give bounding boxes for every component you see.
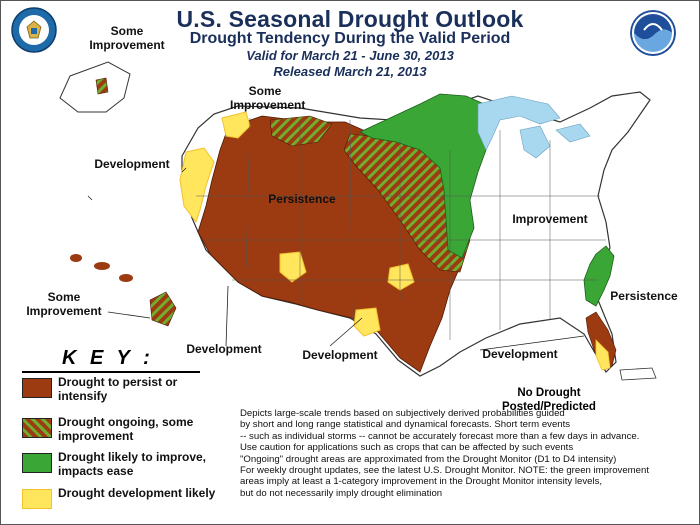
improve-region-southeast — [583, 245, 615, 307]
key-swatch-develop — [22, 489, 52, 509]
develop-region-texas — [387, 263, 415, 291]
label-improvement-east: Improvement — [512, 212, 588, 226]
key-swatch-improve — [22, 453, 52, 473]
develop-region-arizona — [279, 251, 307, 283]
release-date: Released March 21, 2013 — [273, 64, 427, 79]
label-texas: Development — [302, 348, 378, 362]
note-line: -- such as individual storms -- cannot b… — [240, 430, 640, 442]
label-gulf: Development — [482, 347, 558, 361]
alaska-outline — [59, 61, 131, 113]
alaska-hatch — [95, 77, 109, 95]
puerto-rico — [619, 367, 657, 381]
great-lakes — [477, 95, 591, 159]
state-boundaries — [196, 117, 606, 340]
label-west-coast: Development — [94, 157, 170, 171]
key-label-ongoing: Drought ongoing, some improvement — [58, 415, 194, 443]
note-line: Depicts large-scale trends based on subj… — [240, 408, 565, 419]
map-subtitle: Drought Tendency During the Valid Period — [189, 30, 511, 47]
map-title: U.S. Seasonal Drought Outlook — [176, 6, 524, 32]
label-northwest: Some Improvement — [230, 84, 306, 112]
label-persistence-southeast: Persistence — [610, 289, 678, 303]
key-label-develop: Drought development likely — [58, 486, 216, 500]
valid-period: Valid for March 21 - June 30, 2013 — [246, 48, 454, 63]
develop-region-westcoast — [179, 147, 215, 224]
notes-block: Depicts large-scale trends based on subj… — [240, 408, 680, 499]
develop-region-northwest — [221, 111, 251, 139]
label-southwest: Development — [186, 342, 262, 356]
label-persistence-west: Persistence — [268, 192, 336, 206]
key-label-improve: Drought likely to improve, impacts ease — [58, 450, 207, 478]
label-leaders — [87, 167, 585, 351]
develop-region-newmexico — [353, 307, 381, 337]
note-line: For weekly drought updates, see the late… — [240, 465, 649, 477]
note-line: areas imply at least a 1-category improv… — [240, 476, 603, 488]
key-divider — [22, 371, 200, 373]
label-hawaii: Some Improvement — [26, 290, 102, 318]
noaa-logo-icon — [630, 10, 676, 56]
note-line: Use caution for applications such as cro… — [240, 442, 574, 454]
improve-hatch-northwest — [269, 115, 333, 147]
commerce-seal-icon — [11, 7, 57, 53]
note-line: "Ongoing" drought areas are approximated… — [240, 453, 617, 465]
key-title: K E Y : — [62, 347, 154, 369]
improve-region-midwest — [359, 93, 497, 259]
note-line: but do not necessarily imply drought eli… — [240, 487, 443, 499]
key-swatch-ongoing — [22, 418, 52, 438]
key-swatch-persist — [22, 378, 52, 398]
hawaii-islands — [70, 254, 177, 327]
label-alaska: Some Improvement — [89, 24, 165, 52]
develop-region-florida — [595, 339, 611, 371]
key-label-persist: Drought to persist or intensify — [58, 375, 178, 403]
note-line: by short and long range statistical and … — [240, 419, 571, 431]
label-no-drought: No Drought Posted/Predicted — [502, 387, 596, 413]
